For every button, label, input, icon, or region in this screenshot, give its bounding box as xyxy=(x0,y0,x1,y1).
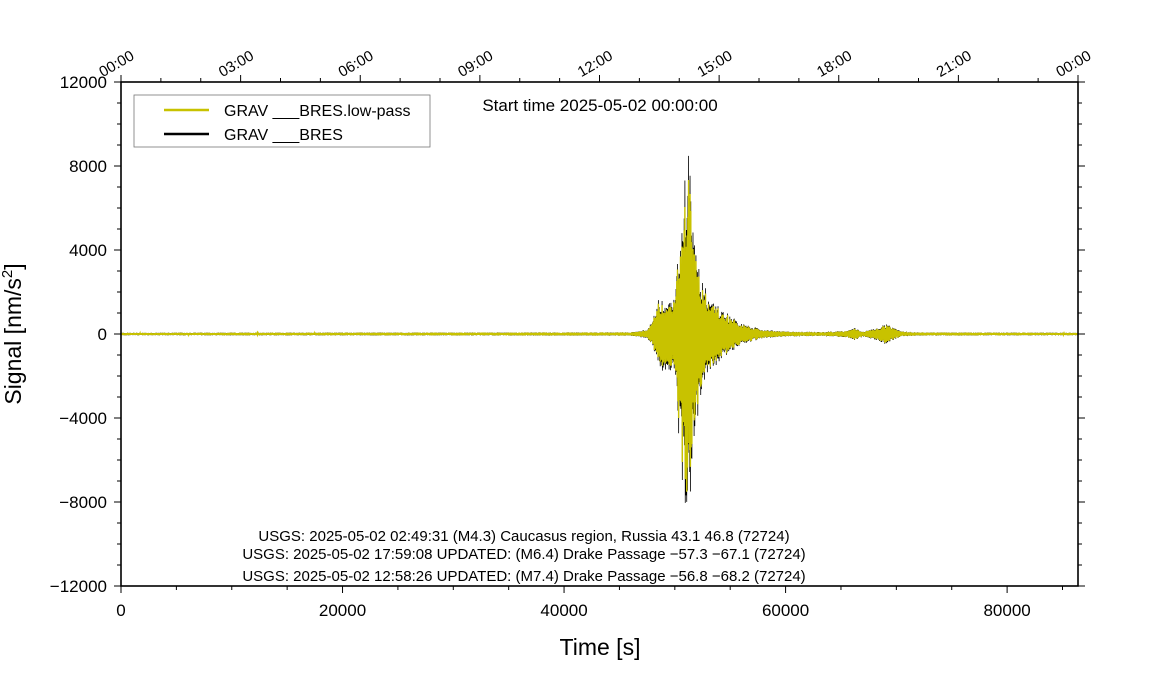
series-low-pass-line xyxy=(120,180,1079,492)
y-tick-label: 8000 xyxy=(69,157,107,176)
legend: GRAV ___BRES.low-pass GRAV ___BRES xyxy=(133,94,431,148)
start-time-label: Start time 2025-05-02 00:00:00 xyxy=(482,96,717,115)
y-tick-label: 0 xyxy=(98,325,107,344)
x-tick-label: 0 xyxy=(116,601,125,620)
event-annotation-1: USGS: 2025-05-02 02:49:31 (M4.3) Caucasu… xyxy=(258,528,789,545)
series-raw-line xyxy=(120,155,1079,503)
x-tick-label: 60000 xyxy=(762,601,809,620)
y-tick-label: 12000 xyxy=(60,73,107,92)
top-axis-labels: 00:00 03:00 06:00 09:00 12:00 15:00 18:00 21:00… xyxy=(96,47,1094,80)
y-axis-title: Signal [nm/s2] xyxy=(0,263,26,404)
x-tick-label: 40000 xyxy=(540,601,587,620)
top-axis-label: 09:00 xyxy=(455,47,496,80)
x-axis-title: Time [s] xyxy=(560,634,641,660)
top-axis-label: 12:00 xyxy=(575,47,616,80)
x-tick-label: 20000 xyxy=(319,601,366,620)
x-tick-labels: 0 20000 40000 60000 80000 xyxy=(116,601,1030,620)
y-tick-label: −4000 xyxy=(59,409,107,428)
top-axis-label: 00:00 xyxy=(1053,47,1094,80)
traces xyxy=(120,155,1079,503)
top-axis-label: 06:00 xyxy=(335,47,376,80)
top-axis-label: 03:00 xyxy=(216,47,257,80)
y-tick-label: 4000 xyxy=(69,241,107,260)
legend-label-low-pass: GRAV ___BRES.low-pass xyxy=(224,103,410,120)
legend-label-raw: GRAV ___BRES xyxy=(224,127,343,144)
top-axis-label: 15:00 xyxy=(694,47,735,80)
y-tick-label: −12000 xyxy=(50,577,107,596)
y-tick-label: −8000 xyxy=(59,493,107,512)
top-axis-label: 00:00 xyxy=(96,47,137,80)
tick-marks xyxy=(114,75,1085,593)
event-annotation-2: USGS: 2025-05-02 17:59:08 UPDATED: (M6.4… xyxy=(242,546,805,563)
x-tick-label: 80000 xyxy=(983,601,1030,620)
top-axis-label: 18:00 xyxy=(814,47,855,80)
legend-box xyxy=(133,94,431,148)
event-annotation-3: USGS: 2025-05-02 12:58:26 UPDATED: (M7.4… xyxy=(242,568,805,585)
y-tick-labels: 12000 8000 4000 0 −4000 −8000 −12000 xyxy=(50,73,107,596)
top-axis-label: 21:00 xyxy=(934,47,975,80)
